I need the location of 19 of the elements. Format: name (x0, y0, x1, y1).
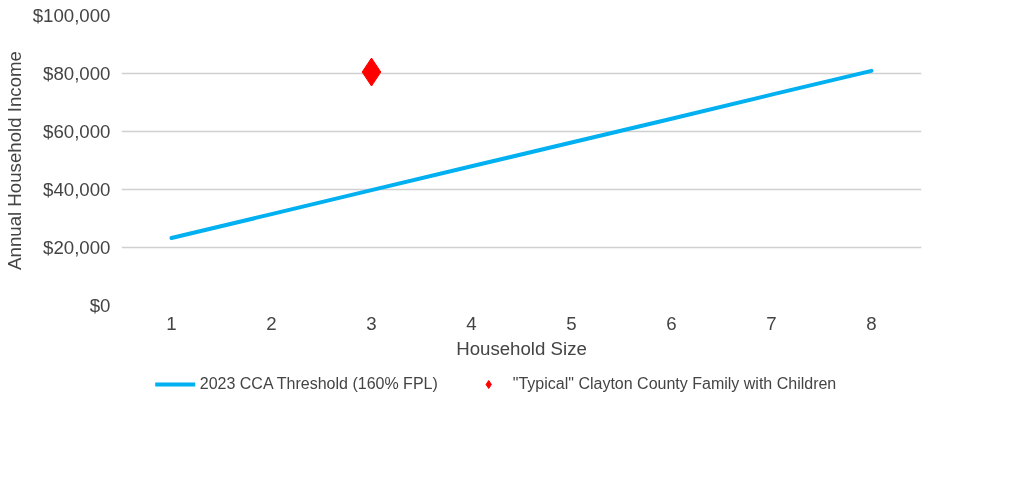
y-tick-label: $20,000 (43, 237, 111, 258)
x-tick-label: 3 (366, 312, 377, 334)
x-tick-label: 7 (766, 312, 777, 334)
legend-label: 2023 CCA Threshold (160% FPL) (199, 373, 438, 394)
y-tick-label: $100,000 (32, 5, 111, 26)
y-tick-label: $60,000 (43, 121, 111, 142)
y-tick-label: $0 (89, 295, 111, 316)
x-axis-title: Household Size (456, 337, 587, 359)
x-tick-label: 8 (866, 312, 877, 334)
y-tick-label: $80,000 (43, 63, 111, 84)
line-series (169, 68, 874, 240)
x-tick-label: 1 (166, 312, 177, 334)
y-tick-label: $40,000 (43, 179, 111, 200)
x-tick-label: 2 (266, 312, 277, 334)
x-tick-label: 4 (466, 312, 477, 334)
x-tick-label: 5 (566, 312, 577, 334)
x-tick-label: 6 (666, 312, 677, 334)
y-axis-title: Annual Household Income (3, 51, 25, 270)
legend-label: "Typical" Clayton County Family with Children (512, 373, 837, 394)
